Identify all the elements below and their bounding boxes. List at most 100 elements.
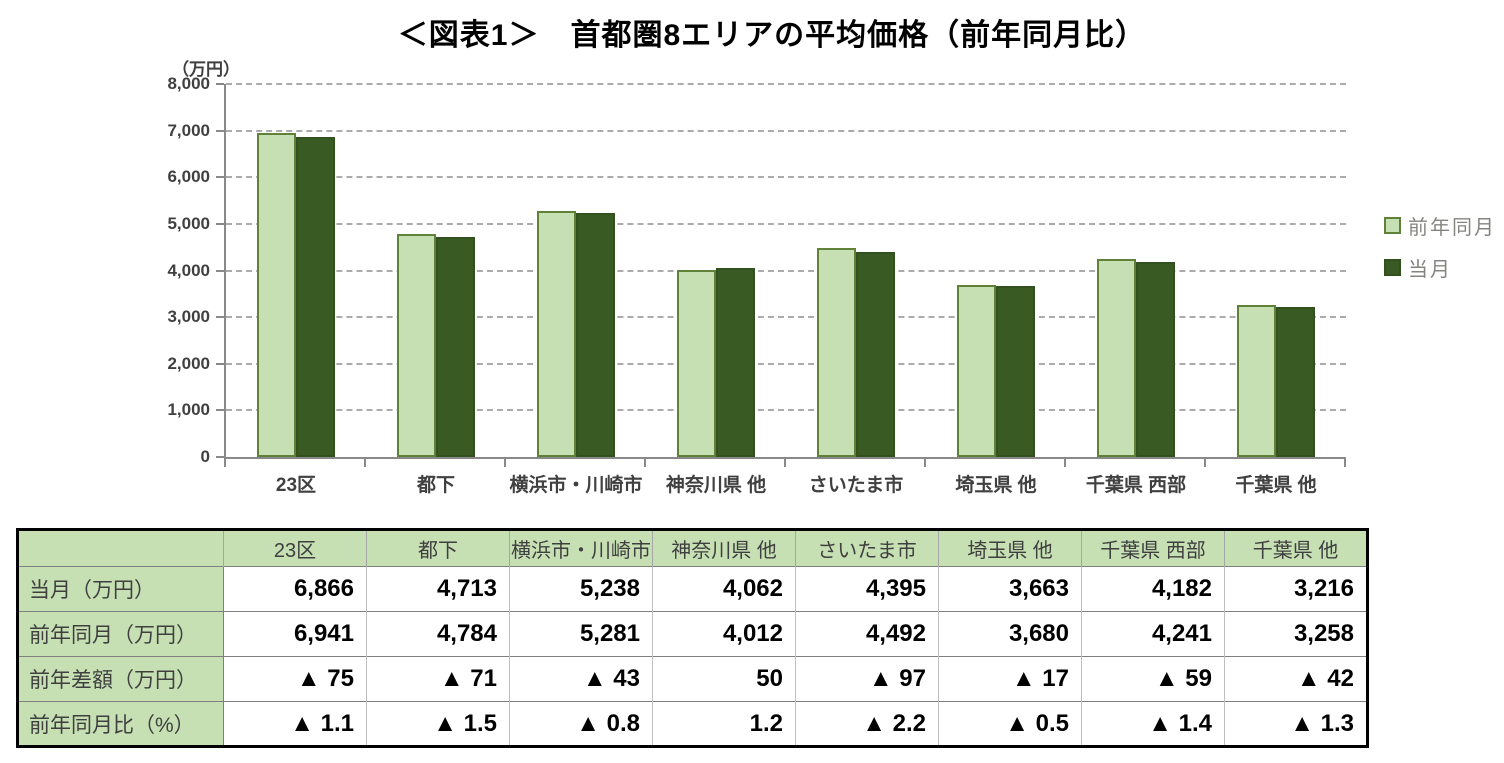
table-header-row: 23区 都下 横浜市・川崎市 神奈川県 他さいたま市 埼玉県 他千葉県 西部 千葉県 他 bbox=[17, 529, 1368, 567]
bar-current-2 bbox=[576, 213, 615, 457]
legend-item-current: 当月 bbox=[1384, 256, 1452, 281]
table-cell-r1-c7: 3,258 bbox=[1224, 611, 1368, 657]
y-tick-mark-1000 bbox=[216, 409, 224, 411]
y-tick-mark-4000 bbox=[216, 270, 224, 272]
legend-marker-current-icon bbox=[1384, 258, 1401, 276]
table-cell-r3-c1: ▲ 1.5 bbox=[366, 701, 510, 747]
y-tick-label-4000: 4,000 bbox=[167, 261, 210, 280]
table-column-header-2: 横浜市・川崎市 bbox=[509, 529, 653, 567]
y-tick-mark-2000 bbox=[216, 363, 224, 365]
y-axis-line bbox=[224, 84, 226, 459]
y-tick-mark-6000 bbox=[216, 176, 224, 178]
y-tick-label-1000: 1,000 bbox=[167, 400, 210, 419]
table-cell-r3-c0: ▲ 1.1 bbox=[223, 701, 367, 747]
data-table: 23区 都下 横浜市・川崎市 神奈川県 他さいたま市 埼玉県 他千葉県 西部 千葉県 他当… bbox=[16, 528, 1369, 748]
y-tick-label-7000: 7,000 bbox=[167, 121, 210, 140]
x-tick-mark-0 bbox=[224, 457, 226, 467]
table-cell-r2-c7: ▲ 42 bbox=[1224, 656, 1368, 702]
x-category-label-5: 埼玉県 他 bbox=[955, 475, 1037, 496]
gridline-3000 bbox=[226, 316, 1346, 318]
table-column-header-6: 千葉県 西部 bbox=[1081, 529, 1225, 567]
gridline-5000 bbox=[226, 223, 1346, 225]
table-cell-r0-c5: 3,663 bbox=[938, 566, 1082, 612]
table-corner-cell bbox=[17, 529, 224, 567]
table-cell-r2-c3: 50 bbox=[652, 656, 796, 702]
table-column-header-3: 神奈川県 他 bbox=[652, 529, 796, 567]
table-row-1: 前年同月（万円） 6,941 4,784 5,281 4,012 4,492 3,680 4,… bbox=[17, 611, 1368, 657]
table-row-3: 前年同月比（%） ▲ 1.1 ▲ 1.5 ▲ 0.8 1.2 ▲ 2.2 ▲ 0.5 ▲ 1.… bbox=[17, 701, 1368, 747]
table-column-header-7: 千葉県 他 bbox=[1224, 529, 1368, 567]
table-cell-r3-c7: ▲ 1.3 bbox=[1224, 701, 1368, 747]
legend-item-prev-year: 前年同月 bbox=[1384, 214, 1496, 239]
table-cell-r1-c5: 3,680 bbox=[938, 611, 1082, 657]
bar-current-1 bbox=[436, 237, 475, 457]
bar-prev-year-6 bbox=[1097, 259, 1136, 457]
legend-label: 前年同月 bbox=[1408, 216, 1496, 239]
y-tick-mark-8000 bbox=[216, 83, 224, 85]
x-tick-mark-6 bbox=[1064, 457, 1066, 467]
table-row-label-1: 前年同月（万円） bbox=[17, 611, 224, 657]
bar-current-6 bbox=[1136, 262, 1175, 457]
table-cell-r1-c3: 4,012 bbox=[652, 611, 796, 657]
table-cell-r2-c1: ▲ 71 bbox=[366, 656, 510, 702]
x-category-label-3: 神奈川県 他 bbox=[665, 475, 767, 496]
y-tick-mark-3000 bbox=[216, 316, 224, 318]
x-tick-mark-5 bbox=[924, 457, 926, 467]
table-cell-r2-c5: ▲ 17 bbox=[938, 656, 1082, 702]
y-tick-label-8000: 8,000 bbox=[167, 74, 210, 93]
table-row-label-0: 当月（万円） bbox=[17, 566, 224, 612]
bar-current-7 bbox=[1276, 307, 1315, 457]
table-row-label-2: 前年差額（万円） bbox=[17, 656, 224, 702]
table-cell-r0-c1: 4,713 bbox=[366, 566, 510, 612]
table-cell-r0-c3: 4,062 bbox=[652, 566, 796, 612]
table-cell-r1-c6: 4,241 bbox=[1081, 611, 1225, 657]
bar-current-0 bbox=[296, 137, 335, 457]
x-tick-mark-3 bbox=[644, 457, 646, 467]
table-column-header-4: さいたま市 bbox=[795, 529, 939, 567]
x-category-label-2: 横浜市・川崎市 bbox=[509, 475, 643, 496]
table-row-2: 前年差額（万円） ▲ 75 ▲ 71 ▲ 43 50 ▲ 97 ▲ 17 ▲ 59 ▲ 42 bbox=[17, 656, 1368, 702]
gridline-1000 bbox=[226, 409, 1346, 411]
x-tick-mark-4 bbox=[784, 457, 786, 467]
bar-prev-year-7 bbox=[1237, 305, 1276, 457]
table-cell-r0-c6: 4,182 bbox=[1081, 566, 1225, 612]
table-cell-r3-c6: ▲ 1.4 bbox=[1081, 701, 1225, 747]
table-cell-r2-c2: ▲ 43 bbox=[509, 656, 653, 702]
bar-current-4 bbox=[856, 252, 895, 457]
bar-prev-year-0 bbox=[257, 133, 296, 457]
plot-area bbox=[226, 83, 1346, 457]
table-cell-r3-c3: 1.2 bbox=[652, 701, 796, 747]
x-tick-mark-1 bbox=[364, 457, 366, 467]
table-cell-r0-c0: 6,866 bbox=[223, 566, 367, 612]
chart-title: ＜図表1＞ 首都圏8エリアの平均価格（前年同月比） bbox=[397, 19, 1147, 52]
table-cell-r2-c6: ▲ 59 bbox=[1081, 656, 1225, 702]
table-column-header-0: 23区 bbox=[223, 529, 367, 567]
table-cell-r1-c0: 6,941 bbox=[223, 611, 367, 657]
bar-prev-year-4 bbox=[817, 248, 856, 457]
table-cell-r1-c1: 4,784 bbox=[366, 611, 510, 657]
gridline-8000 bbox=[226, 83, 1346, 85]
bar-prev-year-1 bbox=[397, 234, 436, 457]
table-cell-r0-c7: 3,216 bbox=[1224, 566, 1368, 612]
bar-current-3 bbox=[716, 268, 755, 457]
gridline-7000 bbox=[226, 130, 1346, 132]
table-column-header-1: 都下 bbox=[366, 529, 510, 567]
gridline-4000 bbox=[226, 270, 1346, 272]
x-category-label-6: 千葉県 西部 bbox=[1085, 475, 1187, 496]
table-column-header-5: 埼玉県 他 bbox=[938, 529, 1082, 567]
table-cell-r0-c4: 4,395 bbox=[795, 566, 939, 612]
x-category-label-7: 千葉県 他 bbox=[1235, 475, 1317, 496]
table-cell-r2-c4: ▲ 97 bbox=[795, 656, 939, 702]
table-cell-r3-c5: ▲ 0.5 bbox=[938, 701, 1082, 747]
x-category-label-0: 23区 bbox=[275, 475, 317, 496]
bar-prev-year-2 bbox=[537, 211, 576, 457]
y-tick-mark-0 bbox=[216, 456, 224, 458]
table-cell-r2-c0: ▲ 75 bbox=[223, 656, 367, 702]
y-tick-label-5000: 5,000 bbox=[167, 214, 210, 233]
table-cell-r0-c2: 5,238 bbox=[509, 566, 653, 612]
x-tick-mark-2 bbox=[504, 457, 506, 467]
y-axis-unit-label: （万円） bbox=[172, 60, 240, 79]
y-tick-label-6000: 6,000 bbox=[167, 167, 210, 186]
legend-label: 当月 bbox=[1408, 258, 1452, 281]
